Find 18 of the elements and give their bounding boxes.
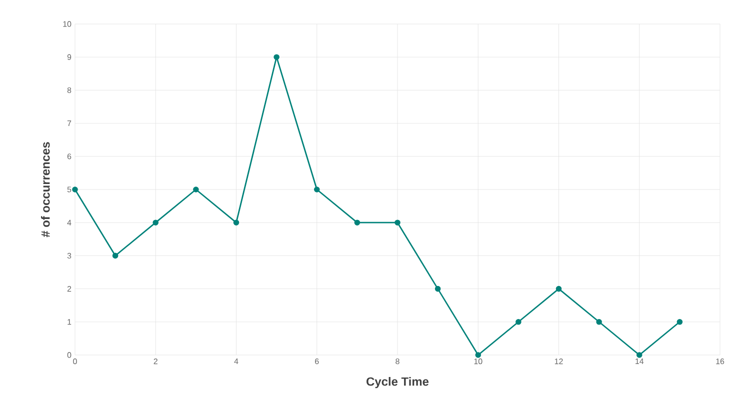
point (354, 220, 360, 226)
point (676, 319, 683, 325)
point (112, 252, 118, 259)
point (636, 352, 642, 358)
x-axis-title: Cycle Time (366, 377, 429, 388)
point (152, 220, 159, 226)
y-axis-title: # of occurrences (41, 142, 50, 238)
point (475, 352, 482, 358)
point (434, 286, 441, 292)
point (72, 186, 78, 192)
point (193, 186, 199, 192)
point (274, 54, 280, 60)
point (556, 286, 562, 292)
point (314, 186, 320, 192)
point (233, 220, 240, 226)
point (596, 319, 602, 325)
point (516, 319, 522, 325)
point (394, 220, 400, 226)
